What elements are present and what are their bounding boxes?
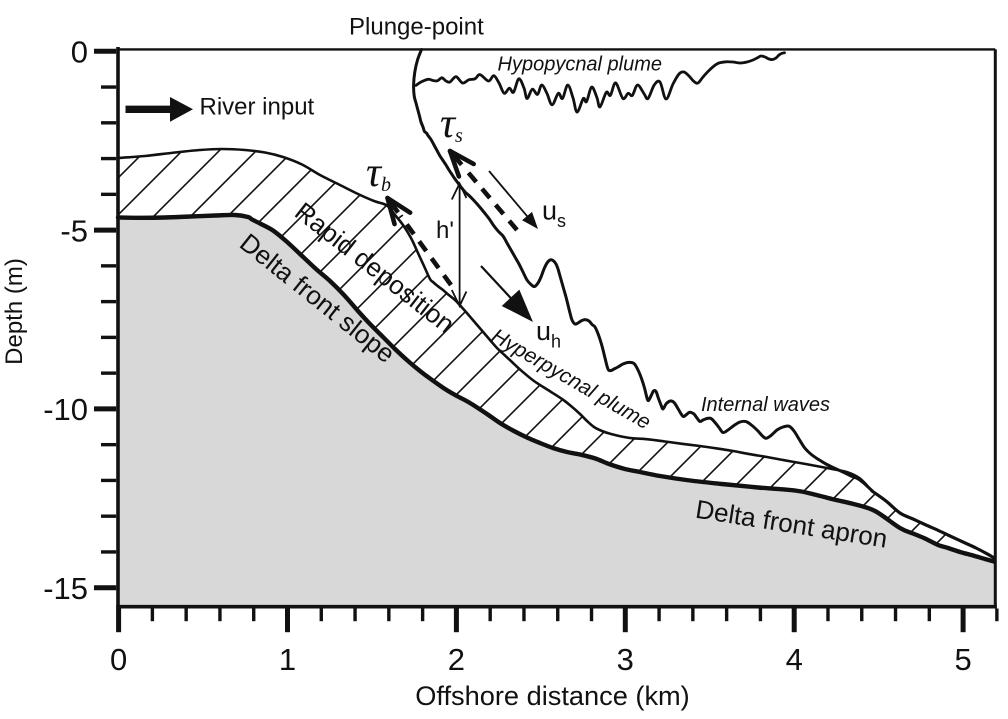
svg-text:1: 1 [279,642,296,677]
svg-text:3: 3 [617,642,634,677]
svg-text:h': h' [436,217,454,244]
svg-text:0: 0 [71,35,88,70]
svg-text:River input: River input [200,94,315,121]
svg-text:Depth (m): Depth (m) [1,258,28,365]
svg-text:4: 4 [786,642,803,677]
svg-text:5: 5 [954,642,971,677]
svg-text:2: 2 [448,642,465,677]
svg-text:-5: -5 [60,213,88,248]
svg-text:-15: -15 [43,571,88,606]
svg-text:Offshore distance (km): Offshore distance (km) [415,680,690,711]
svg-text:-10: -10 [43,392,88,427]
svg-text:Internal waves: Internal waves [701,394,830,416]
svg-text:0: 0 [110,642,127,677]
svg-text:Hypopycnal plume: Hypopycnal plume [498,54,663,76]
svg-text:Plunge-point: Plunge-point [349,14,484,41]
